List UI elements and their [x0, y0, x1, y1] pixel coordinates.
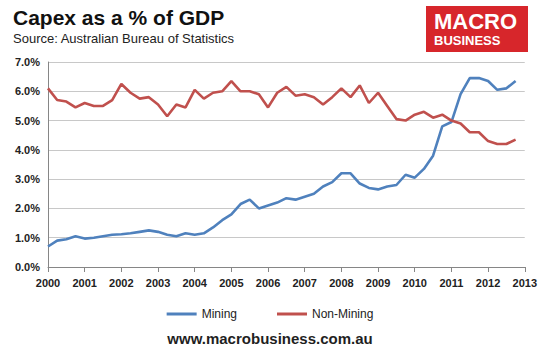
svg-text:2006: 2006	[256, 277, 280, 289]
svg-text:www.macrobusiness.com.au: www.macrobusiness.com.au	[166, 330, 372, 347]
svg-text:2002: 2002	[109, 277, 133, 289]
svg-text:7.0%: 7.0%	[15, 56, 40, 68]
svg-text:Mining: Mining	[202, 307, 237, 321]
svg-text:2000: 2000	[36, 277, 60, 289]
svg-text:2012: 2012	[476, 277, 500, 289]
svg-text:2004: 2004	[182, 277, 207, 289]
svg-text:2007: 2007	[292, 277, 316, 289]
svg-text:5.0%: 5.0%	[15, 115, 40, 127]
svg-text:MACRO: MACRO	[434, 9, 517, 34]
svg-text:3.0%: 3.0%	[15, 173, 40, 185]
svg-text:Capex as a % of GDP: Capex as a % of GDP	[13, 6, 224, 29]
svg-text:2.0%: 2.0%	[15, 202, 40, 214]
svg-text:2009: 2009	[366, 277, 390, 289]
svg-text:6.0%: 6.0%	[15, 85, 40, 97]
svg-text:2008: 2008	[329, 277, 353, 289]
svg-text:0.0%: 0.0%	[15, 261, 40, 273]
svg-text:2005: 2005	[219, 277, 243, 289]
svg-text:Source: Australian Bureau of S: Source: Australian Bureau of Statistics	[13, 31, 235, 46]
svg-text:Non-Mining: Non-Mining	[312, 307, 373, 321]
svg-text:2013: 2013	[513, 277, 537, 289]
svg-text:4.0%: 4.0%	[15, 144, 40, 156]
svg-text:1.0%: 1.0%	[15, 232, 40, 244]
svg-text:BUSINESS: BUSINESS	[434, 33, 501, 48]
svg-text:2010: 2010	[402, 277, 426, 289]
svg-text:2003: 2003	[146, 277, 170, 289]
svg-text:2001: 2001	[72, 277, 96, 289]
svg-text:2011: 2011	[439, 277, 463, 289]
